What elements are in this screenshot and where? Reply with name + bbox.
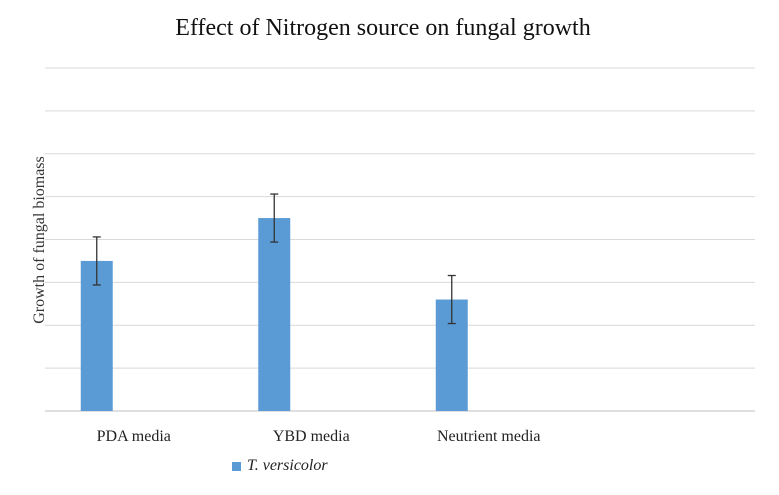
x-tick-label: YBD media [273, 428, 350, 445]
bars [80, 193, 468, 411]
gridlines [45, 67, 755, 412]
bar [258, 218, 291, 411]
chart-title: Effect of Nitrogen source on fungal grow… [175, 15, 590, 41]
y-axis-label: Growth of fungal biomass [31, 156, 48, 324]
legend-swatch [232, 461, 241, 471]
x-tick-labels: PDA media YBD media Neutrient media [97, 428, 541, 445]
x-tick-label: PDA media [97, 428, 171, 445]
legend: T. versicolor [232, 457, 328, 475]
legend-label: T. versicolor [247, 457, 328, 474]
bar [80, 260, 113, 411]
x-tick-label: Neutrient media [437, 428, 541, 445]
